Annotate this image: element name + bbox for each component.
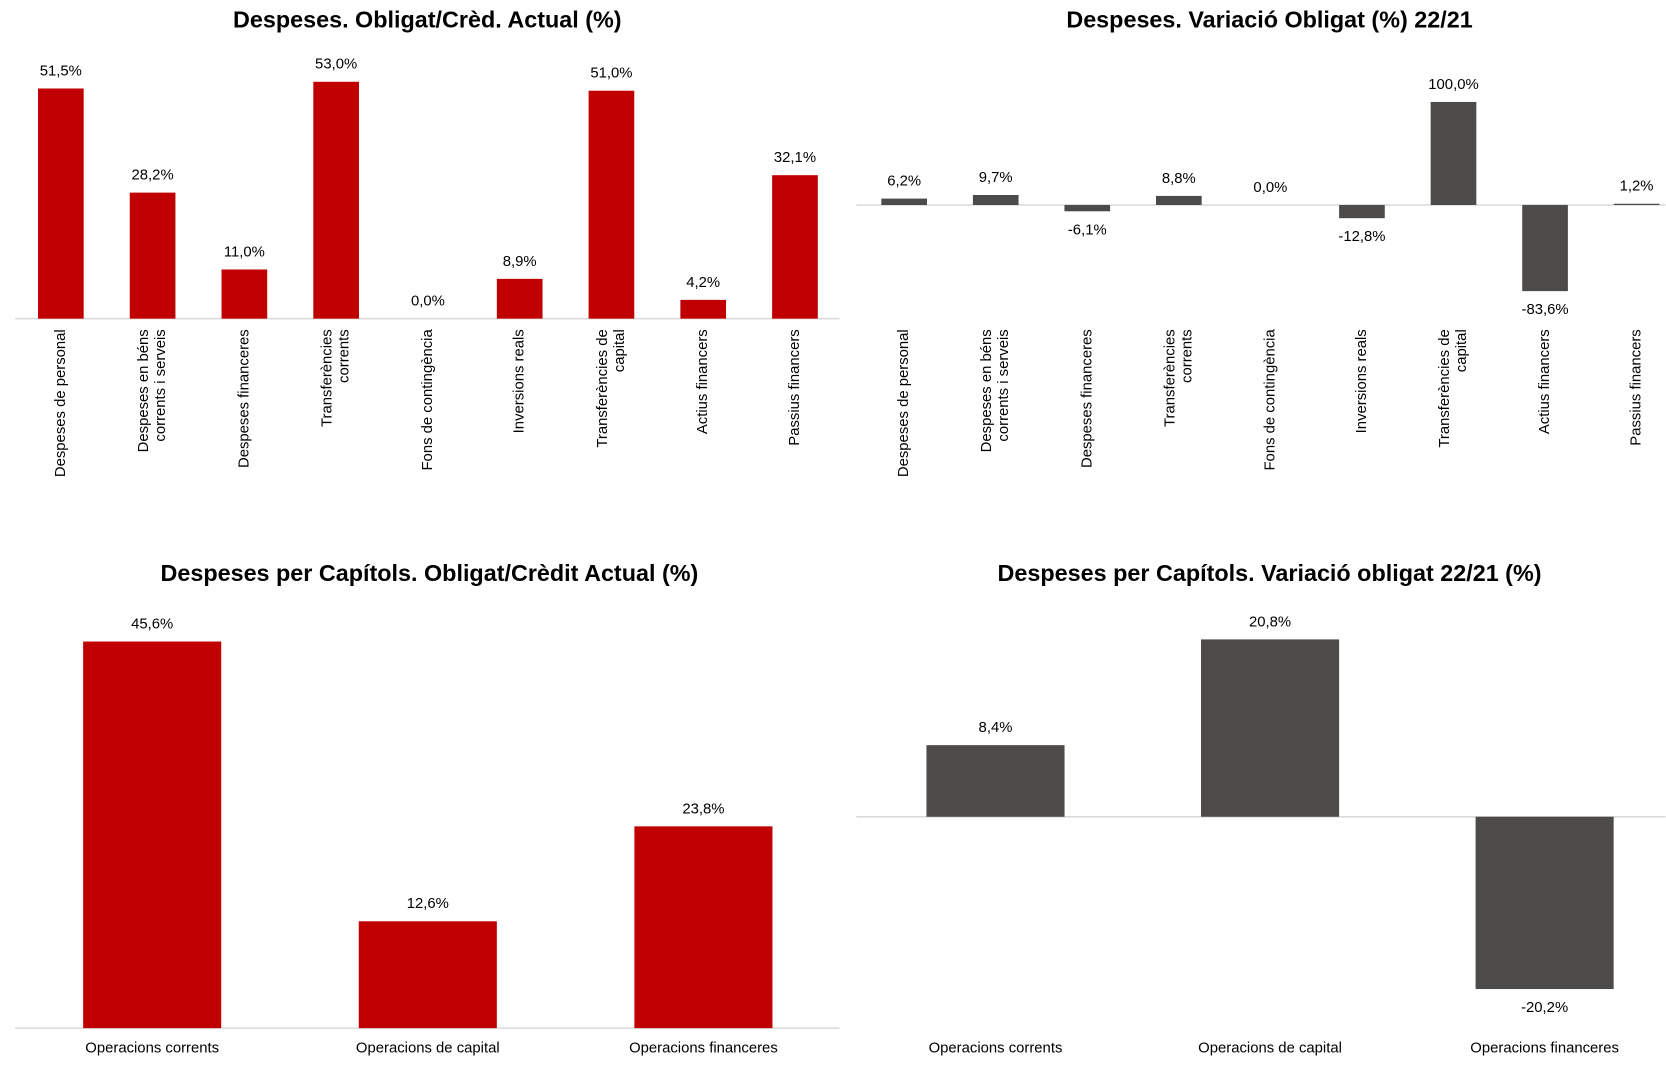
bar bbox=[83, 641, 222, 1029]
category-label: Operacions financeres bbox=[629, 1040, 778, 1056]
bar bbox=[680, 299, 727, 319]
bar bbox=[1339, 204, 1385, 219]
bar bbox=[1430, 101, 1477, 205]
value-label: -6,1% bbox=[1068, 222, 1107, 238]
value-label: 1,2% bbox=[1620, 179, 1654, 195]
value-label: 53,0% bbox=[315, 57, 357, 73]
value-label: 51,0% bbox=[590, 66, 632, 82]
category-label: Despeses en bénscorrents i serveis bbox=[979, 329, 1012, 452]
value-label: 32,1% bbox=[774, 150, 816, 166]
bar bbox=[634, 826, 773, 1029]
bar bbox=[972, 194, 1019, 205]
bar bbox=[496, 278, 543, 319]
bar bbox=[221, 269, 268, 319]
bar bbox=[1064, 204, 1111, 212]
bar bbox=[1201, 639, 1340, 817]
bar bbox=[1475, 816, 1614, 990]
value-label: 4,2% bbox=[686, 275, 720, 291]
bar bbox=[772, 175, 818, 319]
category-label: Actius financers bbox=[695, 329, 711, 434]
bar bbox=[129, 192, 176, 319]
bar bbox=[38, 88, 84, 319]
value-label: 8,4% bbox=[979, 720, 1013, 736]
value-label: 6,2% bbox=[887, 174, 921, 190]
value-label: 28,2% bbox=[132, 168, 174, 184]
value-label: 23,8% bbox=[682, 801, 724, 817]
value-label: 0,0% bbox=[411, 294, 445, 310]
category-label: Transferènciescorrents bbox=[320, 329, 353, 427]
value-label: -12,8% bbox=[1338, 229, 1385, 245]
category-label: Operacions corrents bbox=[929, 1040, 1063, 1056]
category-label: Operacions de capital bbox=[356, 1040, 500, 1056]
value-label: 9,7% bbox=[979, 170, 1013, 186]
bar bbox=[926, 745, 1065, 817]
category-label: Fons de contingència bbox=[420, 329, 436, 471]
category-label: Despeses financeres bbox=[236, 329, 252, 468]
chart-title: Despeses. Variació Obligat (%) 22/21 bbox=[1066, 6, 1472, 32]
category-label: Passius financers bbox=[787, 329, 803, 445]
chart-title: Despeses per Capítols. Obligat/Crèdit Ac… bbox=[160, 560, 698, 586]
bar bbox=[1155, 195, 1202, 205]
value-label: 12,6% bbox=[407, 896, 449, 912]
category-label: Passius financers bbox=[1629, 329, 1645, 445]
value-label: 45,6% bbox=[131, 616, 173, 632]
value-label: 8,8% bbox=[1162, 171, 1196, 187]
category-label: Despeses financeres bbox=[1079, 329, 1095, 468]
category-label: Operacions financeres bbox=[1470, 1040, 1619, 1056]
category-label: Despeses de personal bbox=[896, 329, 912, 477]
category-label: Actius financers bbox=[1537, 329, 1553, 434]
bar bbox=[1522, 204, 1568, 292]
category-label: Transferències decapital bbox=[595, 329, 628, 447]
bar bbox=[358, 921, 497, 1029]
category-label: Inversions reals bbox=[512, 329, 528, 433]
bar bbox=[588, 90, 635, 319]
value-label: 51,5% bbox=[40, 63, 82, 79]
value-label: -20,2% bbox=[1521, 1000, 1568, 1016]
value-label: 100,0% bbox=[1428, 77, 1478, 93]
value-label: 11,0% bbox=[224, 244, 265, 260]
category-label: Transferènciescorrents bbox=[1162, 329, 1195, 427]
category-label: Despeses en bénscorrents i serveis bbox=[136, 329, 169, 452]
category-label: Transferències decapital bbox=[1437, 329, 1470, 447]
category-label: Inversions reals bbox=[1354, 329, 1370, 433]
bar bbox=[1613, 203, 1660, 205]
bar bbox=[881, 198, 927, 205]
chart-title: Despeses per Capítols. Variació obligat … bbox=[998, 560, 1542, 586]
category-label: Fons de contingència bbox=[1262, 329, 1278, 471]
value-label: 8,9% bbox=[503, 254, 537, 270]
bar bbox=[313, 81, 359, 319]
value-label: -83,6% bbox=[1522, 302, 1569, 318]
category-label: Operacions de capital bbox=[1198, 1040, 1342, 1056]
value-label: 0,0% bbox=[1253, 180, 1287, 196]
category-label: Operacions corrents bbox=[85, 1040, 219, 1056]
chart-title: Despeses. Obligat/Crèd. Actual (%) bbox=[233, 6, 622, 32]
value-label: 20,8% bbox=[1249, 614, 1291, 630]
category-label: Despeses de personal bbox=[53, 329, 69, 477]
